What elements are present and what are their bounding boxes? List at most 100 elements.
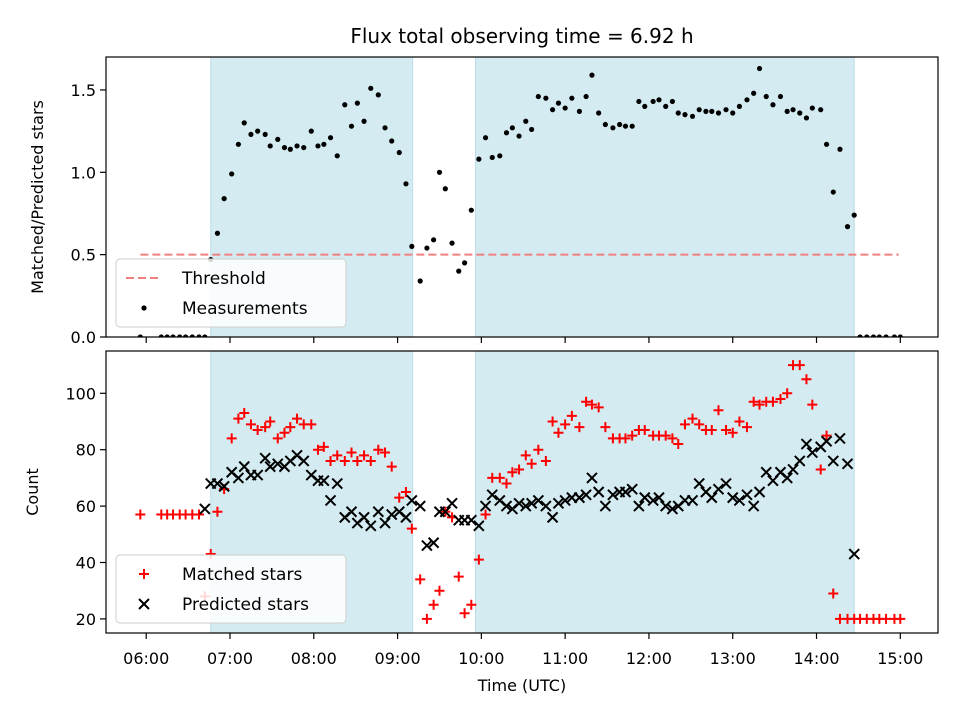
measurement-point — [255, 128, 261, 134]
predicted-star-point — [238, 460, 250, 473]
predicted-star-point — [479, 500, 492, 512]
predicted-star-point — [552, 497, 565, 509]
measurement-point — [891, 334, 898, 337]
predicted-star-point — [720, 477, 732, 490]
predicted-star-point — [358, 511, 370, 524]
measurement-point — [576, 108, 582, 114]
measurement-point — [523, 118, 529, 124]
measurement-point — [287, 146, 293, 152]
matched-star-point — [754, 399, 765, 410]
y-tick-label: 1.0 — [71, 163, 96, 182]
matched-star-point — [807, 399, 818, 410]
measurement-point — [158, 334, 164, 337]
y-tick-label: 1.5 — [71, 81, 96, 100]
legend-label: Matched stars — [182, 565, 302, 585]
measurement-point — [696, 107, 702, 113]
matched-star-point — [734, 416, 745, 427]
measurement-point — [361, 118, 367, 124]
measurement-point — [617, 121, 623, 128]
predicted-star-point — [446, 497, 458, 509]
predicted-star-point — [251, 469, 264, 481]
plot-area — [135, 360, 906, 624]
measurement-point — [321, 141, 327, 147]
legend-predicted-swatch — [138, 598, 150, 610]
measurement-point — [636, 98, 642, 105]
matched-star-point — [434, 585, 445, 596]
measurement-point — [675, 110, 681, 116]
measurement-point — [715, 110, 722, 116]
measurement-point — [396, 149, 402, 156]
matched-star-point — [526, 458, 537, 469]
matched-star-point — [332, 450, 343, 461]
measurement-point — [809, 105, 815, 111]
predicted-star-point — [580, 489, 592, 501]
y-tick-label: 100 — [65, 384, 96, 403]
matched-star-point — [514, 464, 525, 475]
predicted-star-point — [513, 497, 525, 509]
y-tick-label: 0.0 — [71, 328, 96, 347]
measurement-point — [803, 115, 810, 121]
y-tick-label: 0.5 — [71, 246, 96, 265]
predicted-star-point — [345, 506, 358, 518]
predicted-star-point — [525, 497, 538, 509]
matched-star-point — [547, 416, 558, 427]
measurement-point — [342, 102, 348, 108]
series-predicted-stars — [199, 432, 860, 560]
predicted-star-point — [820, 435, 833, 447]
predicted-star-point — [540, 500, 552, 512]
measurement-point — [682, 112, 688, 118]
matched-star-point — [239, 408, 250, 419]
measurement-point — [818, 107, 824, 113]
x-tick-label: 06:00 — [123, 649, 169, 668]
matched-star-point — [260, 422, 271, 433]
measurement-point — [744, 97, 750, 103]
measurement-point — [642, 103, 648, 110]
predicted-star-point — [520, 500, 532, 512]
predicted-star-point — [834, 432, 846, 445]
matched-star-point — [520, 450, 531, 461]
measurement-point — [315, 143, 321, 149]
measurement-point — [629, 123, 635, 129]
predicted-star-point — [693, 477, 705, 490]
matched-star-point — [767, 396, 778, 407]
predicted-star-point — [806, 446, 819, 459]
matched-star-point — [272, 433, 283, 444]
matched-star-point — [459, 608, 470, 619]
matched-star-point — [380, 447, 391, 458]
predicted-star-point — [414, 500, 426, 512]
chart-title: Flux total observing time = 6.92 h — [350, 24, 693, 48]
measurement-point — [864, 334, 870, 337]
matched-star-point — [292, 413, 303, 424]
measurement-point — [468, 207, 474, 213]
predicted-star-point — [781, 472, 793, 484]
measurement-point — [482, 135, 489, 141]
matched-star-point — [782, 388, 793, 399]
predicted-star-point — [639, 491, 651, 504]
observing-interval-1 — [474, 56, 855, 338]
predicted-star-point — [372, 506, 385, 518]
measurement-point — [189, 334, 195, 337]
matched-star-point — [694, 419, 705, 430]
measurement-point — [823, 141, 830, 147]
predicted-star-point — [586, 472, 598, 484]
predicted-star-point — [686, 494, 699, 507]
matched-star-point — [421, 613, 432, 624]
predicted-star-point — [298, 455, 310, 467]
legend-label: Measurements — [182, 299, 308, 319]
measurement-point — [602, 121, 608, 128]
predicted-star-point — [787, 463, 799, 476]
predicted-star-point — [473, 520, 485, 532]
measurement-point — [462, 260, 468, 266]
measurement-point — [837, 146, 843, 152]
predicted-star-point — [331, 477, 343, 490]
measurement-point — [354, 100, 360, 106]
measurement-point — [164, 334, 170, 337]
measurement-point — [509, 125, 515, 131]
matched-star-point — [406, 523, 417, 534]
legend-label: Predicted stars — [182, 595, 309, 615]
predicted-star-point — [211, 477, 224, 490]
predicted-star-point — [653, 491, 665, 504]
measurement-point — [851, 212, 857, 218]
predicted-star-point — [753, 486, 766, 498]
measurement-point — [583, 93, 589, 100]
